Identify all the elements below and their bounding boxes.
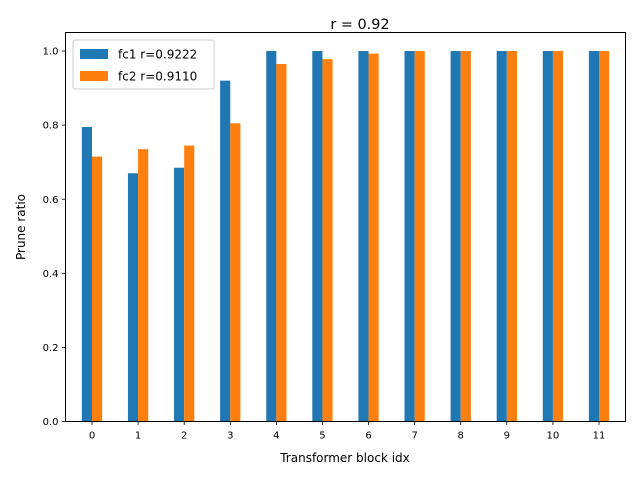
bar-fc1-block-2 <box>174 167 185 422</box>
y-tick-label: 0.0 <box>43 417 59 428</box>
chart-title: r = 0.92 <box>330 17 389 33</box>
x-tick-label: 6 <box>365 431 371 442</box>
bar-fc2-block-8 <box>460 51 471 422</box>
legend-label-fc1: fc1 r=0.9222 <box>118 48 197 62</box>
bar-fc2-block-2 <box>184 145 195 422</box>
bar-fc2-block-1 <box>138 149 149 422</box>
bar-fc1-block-10 <box>542 51 553 422</box>
bar-fc2-block-5 <box>322 59 333 422</box>
legend-label-fc2: fc2 r=0.9110 <box>118 70 197 84</box>
bar-fc2-block-11 <box>599 51 610 422</box>
bar-fc1-block-8 <box>450 51 461 422</box>
x-axis-ticks: 0 1 2 3 4 5 6 7 8 9 10 11 <box>89 421 606 442</box>
bar-fc2-block-0 <box>92 156 103 422</box>
bar-fc1-block-6 <box>358 51 369 422</box>
bar-fc1-block-1 <box>127 173 139 422</box>
y-tick-label: 0.4 <box>43 269 59 280</box>
x-tick-label: 2 <box>181 431 187 442</box>
bar-fc2-block-9 <box>506 51 517 422</box>
y-tick-label: 0.2 <box>43 343 59 354</box>
x-tick-label: 4 <box>273 431 279 442</box>
x-tick-label: 8 <box>458 431 464 442</box>
y-axis-label: Prune ratio <box>14 194 28 260</box>
x-tick-label: 10 <box>547 431 560 442</box>
bar-fc1-block-9 <box>496 51 507 422</box>
x-axis-label: Transformer block idx <box>279 451 410 465</box>
bar-fc1-block-11 <box>588 51 599 422</box>
x-tick-label: 7 <box>411 431 417 442</box>
x-tick-label: 9 <box>504 431 510 442</box>
bar-fc2-block-7 <box>414 51 425 422</box>
legend-swatch-fc2 <box>80 71 108 81</box>
x-tick-label: 11 <box>593 431 606 442</box>
x-tick-label: 5 <box>319 431 325 442</box>
bar-fc2-block-3 <box>230 123 241 422</box>
bar-fc2-block-4 <box>276 63 287 422</box>
bar-fc1-block-3 <box>220 80 231 422</box>
x-tick-label: 1 <box>135 431 141 442</box>
legend-frame <box>72 39 215 90</box>
bars-group <box>81 51 610 422</box>
legend: fc1 r=0.9222 fc2 r=0.9110 <box>72 39 215 90</box>
bar-fc1-block-5 <box>312 51 323 422</box>
y-tick-label: 1.0 <box>43 47 59 58</box>
plot-frame <box>65 32 626 422</box>
bar-fc2-block-10 <box>552 51 564 422</box>
x-tick-label: 3 <box>227 431 233 442</box>
bar-fc1-block-7 <box>404 51 415 422</box>
y-axis-ticks: 0.0 0.2 0.4 0.6 0.8 1.0 <box>43 47 66 428</box>
x-tick-label: 0 <box>89 431 95 442</box>
bar-fc1-block-0 <box>81 126 92 422</box>
bar-fc2-block-6 <box>368 53 379 422</box>
legend-swatch-fc1 <box>80 49 108 59</box>
y-tick-label: 0.8 <box>43 121 59 132</box>
y-tick-label: 0.6 <box>43 195 59 206</box>
bar-fc1-block-4 <box>266 51 277 422</box>
